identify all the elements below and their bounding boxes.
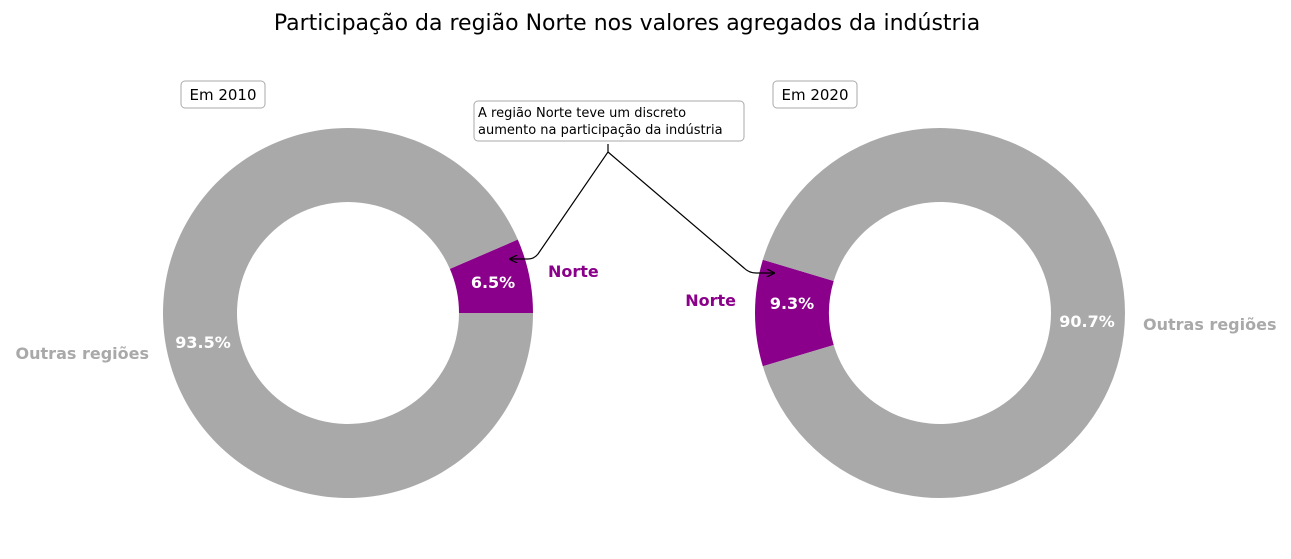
- category-label-outras-2010: Outras regiões: [16, 344, 149, 363]
- pct-label-outras-2010: 93.5%: [175, 333, 231, 352]
- pct-label-norte-2020: 9.3%: [770, 294, 814, 313]
- category-label-norte-2010: Norte: [548, 262, 599, 281]
- year-label-2020: Em 2020: [781, 86, 848, 104]
- annotation-box: [473, 100, 745, 142]
- donut-2010: [163, 128, 533, 499]
- year-box-2020: [772, 80, 858, 109]
- annotation-arrow-2010: [510, 144, 609, 259]
- pct-label-outras-2020: 90.7%: [1059, 312, 1115, 331]
- annotation-arrow-2020: [607, 151, 774, 273]
- slice-outras-regioes-2020: [762, 128, 1126, 498]
- pct-label-norte-2010: 6.5%: [471, 273, 515, 292]
- annotation-line-2: aumento na participação da indústria: [478, 123, 723, 138]
- annotation-line-1: A região Norte teve um discreto: [478, 106, 686, 121]
- slice-outras-regioes-2010: [163, 128, 533, 499]
- category-label-outras-2020: Outras regiões: [1143, 315, 1276, 334]
- chart-title: Participação da região Norte nos valores…: [274, 11, 980, 36]
- category-label-norte-2020: Norte: [685, 291, 736, 310]
- year-box-2010: [180, 80, 266, 109]
- slice-norte-2020: [754, 259, 834, 367]
- year-label-2010: Em 2010: [189, 86, 256, 104]
- donut-2020: [754, 128, 1126, 498]
